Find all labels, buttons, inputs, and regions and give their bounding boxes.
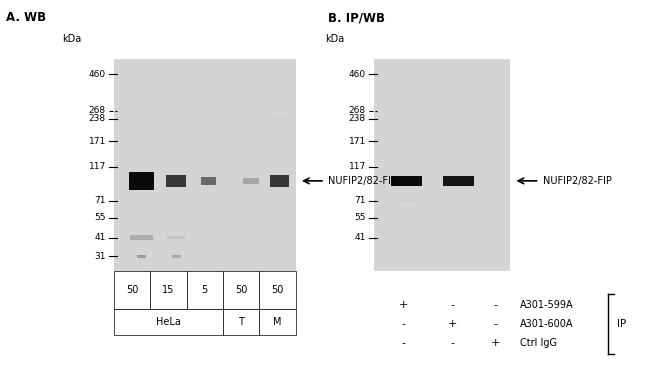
Text: A301-600A: A301-600A [520,319,573,329]
Text: 268: 268 [349,106,366,115]
Text: 71: 71 [94,196,106,205]
Text: -: - [401,338,405,348]
Bar [167,236,185,240]
Text: 41: 41 [355,233,366,242]
Bar [259,271,296,309]
Bar [114,309,223,335]
Bar [374,59,510,271]
Text: 5: 5 [202,285,208,295]
Bar [391,175,422,186]
Text: 71: 71 [354,196,366,205]
Bar [223,271,259,309]
Bar [270,175,289,186]
Text: M: M [273,317,282,327]
Text: 50: 50 [235,285,248,295]
Text: 238: 238 [89,114,106,124]
Text: +: + [398,300,408,310]
Bar [129,172,154,190]
Text: 41: 41 [95,233,106,242]
Text: -: - [493,319,497,329]
Bar [187,271,223,309]
Bar [114,271,150,309]
Text: kDa: kDa [325,34,344,44]
Text: 171: 171 [348,137,366,146]
Bar [172,255,181,258]
Text: 31: 31 [94,252,106,261]
Bar [137,255,146,258]
Text: IP: IP [618,319,627,329]
Bar [396,199,416,202]
Text: -: - [493,300,497,310]
Text: +: + [448,319,457,329]
Bar [201,177,216,185]
Text: HeLa: HeLa [156,317,181,327]
Bar [130,235,153,240]
Text: 55: 55 [354,213,366,222]
Bar [114,59,296,271]
Text: 15: 15 [162,285,175,295]
Text: NUFIP2/82-FIP: NUFIP2/82-FIP [328,176,397,186]
Text: +: + [491,338,500,348]
Text: 171: 171 [88,137,106,146]
Text: B. IP/WB: B. IP/WB [328,11,385,24]
Text: Ctrl IgG: Ctrl IgG [520,338,557,348]
Bar [166,175,186,187]
Bar [223,309,259,335]
Text: 50: 50 [271,285,284,295]
Text: T: T [238,317,244,327]
Text: -: - [450,338,454,348]
Bar [243,178,259,184]
Text: 55: 55 [94,213,106,222]
Bar [150,271,187,309]
Text: 117: 117 [88,162,106,171]
Text: 238: 238 [349,114,366,124]
Bar [259,309,296,335]
Text: NUFIP2/82-FIP: NUFIP2/82-FIP [543,176,612,186]
Text: kDa: kDa [62,34,81,44]
Text: A301-599A: A301-599A [520,300,573,310]
Text: -: - [401,319,405,329]
Bar [273,117,286,121]
Text: 268: 268 [89,106,106,115]
Text: -: - [450,300,454,310]
Bar [443,175,474,186]
Text: 117: 117 [348,162,366,171]
Text: 50: 50 [125,285,138,295]
Text: A. WB: A. WB [6,11,47,24]
Text: 460: 460 [349,70,366,79]
Text: 460: 460 [89,70,106,79]
